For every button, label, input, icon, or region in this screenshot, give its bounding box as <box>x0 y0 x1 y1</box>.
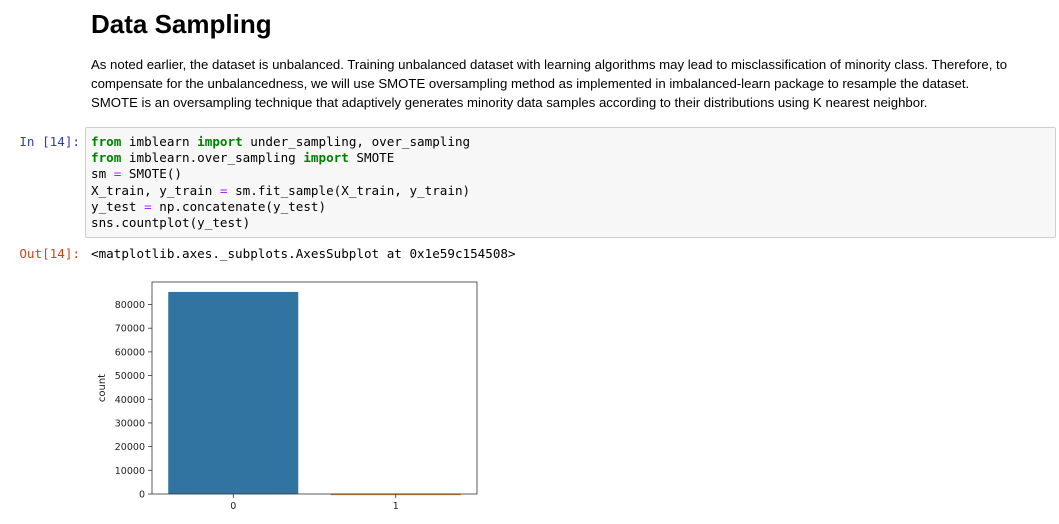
bar-0 <box>168 291 299 494</box>
y-tick-label: 80000 <box>115 300 145 311</box>
code-line: sns.countplot(y_test) <box>91 215 1050 231</box>
x-tick-label: 0 <box>230 501 236 512</box>
section-heading: Data Sampling <box>91 9 272 39</box>
code-line: X_train, y_train = sm.fit_sample(X_train… <box>91 183 1050 199</box>
code-token: sm.fit_sample(X_train, y_train) <box>227 182 471 198</box>
code-token: X_train, y_train <box>91 182 220 198</box>
y-tick-label: 70000 <box>115 324 145 335</box>
code-operator: = <box>113 166 122 182</box>
code-token: np.concatenate(y_test) <box>151 198 327 214</box>
y-tick-label: 0 <box>139 490 145 501</box>
markdown-cell: Data Sampling As noted earlier, the data… <box>91 8 1053 112</box>
code-token: imblearn <box>121 134 198 149</box>
output-text: <matplotlib.axes._subplots.AxesSubplot a… <box>91 246 516 261</box>
paragraph-line-2: compensate for the unbalancedness, we wi… <box>91 76 970 91</box>
code-editor[interactable]: from imblearn import under_sampling, ove… <box>85 127 1056 238</box>
code-token: sm <box>91 166 114 182</box>
code-keyword: import <box>303 150 349 166</box>
output-prompt: Out[14]: <box>19 246 80 261</box>
code-token: SMOTE <box>348 150 395 166</box>
y-tick-label: 40000 <box>115 395 145 406</box>
code-line: from imblearn import under_sampling, ove… <box>91 134 1050 150</box>
code-token: under_sampling, over_sampling <box>242 134 471 149</box>
y-tick-label: 50000 <box>115 371 145 382</box>
code-line: y_test = np.concatenate(y_test) <box>91 199 1050 215</box>
code-token: imblearn.over_sampling <box>121 150 304 166</box>
x-tick-label: 1 <box>393 501 399 512</box>
y-tick-label: 60000 <box>115 347 145 358</box>
y-tick-label: 10000 <box>115 466 145 477</box>
code-line: sm = SMOTE() <box>91 166 1050 182</box>
code-operator: = <box>144 198 152 214</box>
code-token: SMOTE() <box>121 166 183 182</box>
code-keyword: from <box>91 134 122 149</box>
code-keyword: import <box>197 134 243 149</box>
code-line: from imblearn.over_sampling import SMOTE <box>91 150 1050 166</box>
y-tick-label: 30000 <box>115 418 145 429</box>
paragraph-line-1: As noted earlier, the dataset is unbalan… <box>91 57 1008 72</box>
y-tick-label: 20000 <box>115 442 145 453</box>
code-keyword: from <box>91 150 122 166</box>
axes-frame <box>151 281 478 495</box>
input-prompt: In [14]: <box>19 134 80 149</box>
code-token: sns.countplot(y_test) <box>91 215 251 231</box>
countplot-chart: 0 10000 20000 30000 40000 50000 60000 70000 8000… <box>97 281 478 512</box>
y-axis-label: count <box>97 374 108 402</box>
paragraph-line-3: SMOTE is an oversampling technique that … <box>91 95 928 110</box>
markdown-paragraph: As noted earlier, the dataset is unbalan… <box>91 55 1053 112</box>
code-operator: = <box>219 182 228 198</box>
code-token: y_test <box>91 198 145 214</box>
